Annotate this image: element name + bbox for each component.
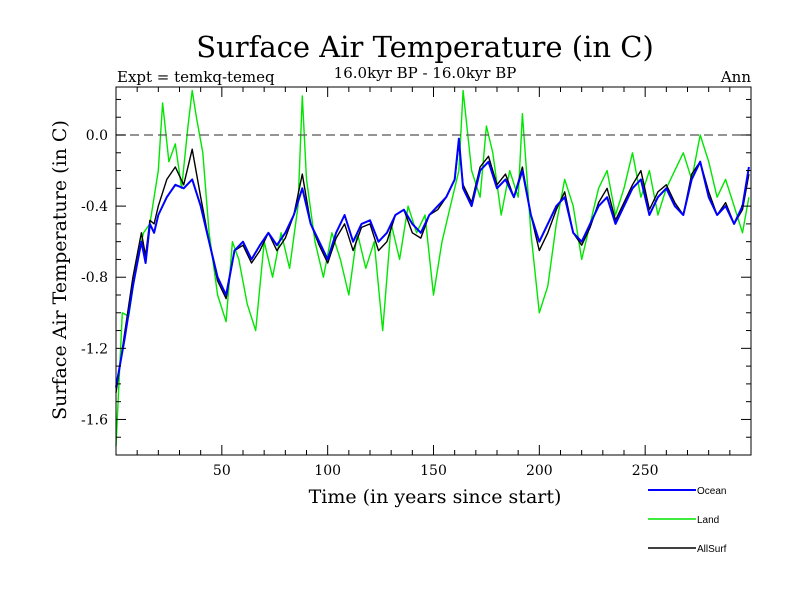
series-layer bbox=[115, 89, 750, 447]
y-tick-label: 0.0 bbox=[86, 128, 108, 144]
x-axis-label: Time (in years since start) bbox=[309, 486, 562, 508]
legend-label-ocean: Ocean bbox=[697, 486, 726, 497]
y-tick-label: -1.6 bbox=[81, 412, 108, 428]
legend-label-land: Land bbox=[697, 515, 719, 526]
series-line-allsurf bbox=[115, 143, 750, 393]
legend: Ocean Land AllSurf bbox=[648, 486, 727, 555]
chart-subtitle: 16.0kyr BP - 16.0kyr BP bbox=[334, 64, 517, 82]
period-label: Ann bbox=[720, 68, 751, 86]
series-line-ocean bbox=[115, 137, 750, 388]
x-tick-label: 150 bbox=[420, 463, 447, 479]
y-tick-label: -1.2 bbox=[81, 341, 108, 357]
y-tick-label: -0.8 bbox=[81, 270, 108, 286]
x-tick-label: 200 bbox=[526, 463, 553, 479]
y-tick-label: -0.4 bbox=[81, 199, 108, 215]
plot-area: 50 100 150 200 250 -1.6 -1.2 -0.8 -0.4 0.0 bbox=[81, 86, 752, 479]
chart-title: Surface Air Temperature (in C) bbox=[196, 30, 654, 64]
series-line-land bbox=[115, 89, 750, 447]
x-tick-label: 50 bbox=[213, 463, 231, 479]
axis-ticks: 50 100 150 200 250 -1.6 -1.2 -0.8 -0.4 0.0 bbox=[81, 87, 751, 479]
y-axis-label: Surface Air Temperature (in C) bbox=[49, 120, 71, 420]
expt-label: Expt = temkq-temeq bbox=[117, 68, 275, 86]
plot-frame bbox=[115, 86, 752, 456]
legend-label-allsurf: AllSurf bbox=[697, 544, 727, 555]
x-tick-label: 250 bbox=[632, 463, 659, 479]
x-tick-label: 100 bbox=[314, 463, 341, 479]
